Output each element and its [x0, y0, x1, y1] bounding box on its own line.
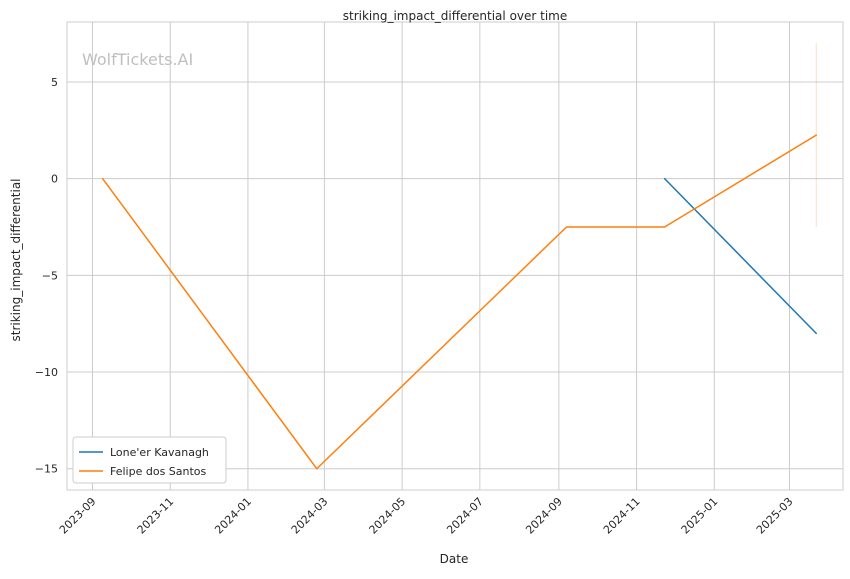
- legend: Lone'er Kavanagh Felipe dos Santos: [72, 436, 227, 484]
- y-tick-label: 5: [51, 76, 58, 89]
- grid-lines: [67, 22, 843, 490]
- y-tick-labels: 5 0 −5 −10 −15: [35, 76, 58, 476]
- chart-title: striking_impact_differential over time: [343, 9, 568, 23]
- x-axis-label: Date: [440, 552, 469, 566]
- legend-label-lone-er-kavanagh: Lone'er Kavanagh: [110, 446, 209, 459]
- watermark: WolfTickets.AI: [82, 50, 193, 69]
- y-tick-label: −5: [42, 269, 58, 282]
- legend-box: [72, 436, 227, 484]
- y-tick-label: 0: [51, 173, 58, 186]
- plot-area: [66, 21, 844, 491]
- y-axis-label: striking_impact_differential: [9, 178, 23, 341]
- series-line-felipe-dos-santos: [101, 134, 817, 470]
- legend-label-felipe-dos-santos: Felipe dos Santos: [110, 465, 207, 478]
- series-layer: [101, 134, 817, 470]
- series-line-lone-er-kavanagh: [663, 177, 817, 335]
- y-tick-label: −15: [35, 463, 58, 476]
- y-tick-label: −10: [35, 366, 58, 379]
